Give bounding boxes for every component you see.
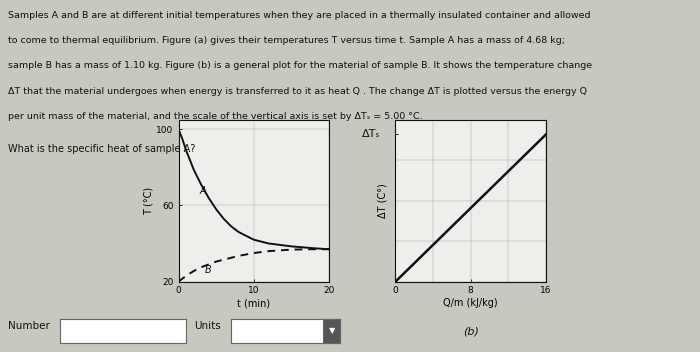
Text: Units: Units — [195, 321, 221, 331]
Text: ΔTₛ: ΔTₛ — [363, 130, 381, 139]
Y-axis label: ΔT (C°): ΔT (C°) — [378, 183, 388, 218]
Text: ▼: ▼ — [328, 326, 335, 335]
Text: What is the specific heat of sample A?: What is the specific heat of sample A? — [8, 144, 196, 154]
Text: A: A — [199, 186, 206, 196]
Text: ΔT that the material undergoes when energy is transferred to it as heat Q . The : ΔT that the material undergoes when ener… — [8, 87, 587, 96]
Text: to come to thermal equilibrium. Figure (a) gives their temperatures T versus tim: to come to thermal equilibrium. Figure (… — [8, 36, 566, 45]
Text: B: B — [205, 265, 211, 275]
Text: per unit mass of the material, and the scale of the vertical axis is set by ΔTₛ : per unit mass of the material, and the s… — [8, 112, 423, 121]
Text: (a): (a) — [246, 327, 262, 337]
Text: Samples A and B are at different initial temperatures when they are placed in a : Samples A and B are at different initial… — [8, 11, 591, 20]
Text: (b): (b) — [463, 327, 479, 337]
X-axis label: t (min): t (min) — [237, 298, 270, 308]
Text: sample B has a mass of 1.10 kg. Figure (b) is a general plot for the material of: sample B has a mass of 1.10 kg. Figure (… — [8, 61, 592, 70]
X-axis label: Q/m (kJ/kg): Q/m (kJ/kg) — [443, 298, 498, 308]
Y-axis label: T (°C): T (°C) — [144, 187, 153, 215]
Text: Number: Number — [8, 321, 50, 331]
